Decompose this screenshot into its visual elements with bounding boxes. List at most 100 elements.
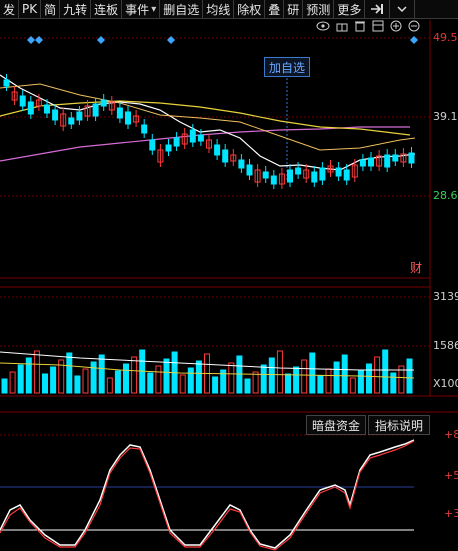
zoom-in-icon[interactable]	[390, 20, 402, 35]
volume-bar	[268, 357, 275, 394]
dark-pool-fund-button[interactable]: 暗盘资金	[306, 415, 366, 435]
candle[interactable]	[76, 111, 83, 121]
volume-bar	[276, 350, 283, 394]
volume-bar	[309, 352, 316, 394]
candle[interactable]	[343, 169, 350, 181]
candle[interactable]	[359, 159, 366, 167]
toolbar-events-dropdown[interactable]: 事件	[122, 0, 161, 18]
gift-icon[interactable]	[336, 20, 348, 35]
toolbar-overlay[interactable]: 叠	[265, 0, 285, 18]
volume-bar	[212, 376, 219, 394]
candle[interactable]	[133, 115, 140, 123]
candle[interactable]	[52, 109, 59, 121]
candle[interactable]	[27, 101, 34, 115]
toolbar-forecast[interactable]: 预测	[303, 0, 335, 18]
candle[interactable]	[60, 113, 67, 127]
candle[interactable]	[35, 99, 42, 107]
export-arrow-icon[interactable]	[365, 0, 391, 18]
volume-bar	[357, 370, 364, 394]
candle[interactable]	[68, 117, 75, 125]
candle[interactable]	[295, 167, 302, 175]
candle[interactable]	[3, 79, 10, 87]
candle[interactable]	[287, 169, 293, 183]
chevron-down-icon[interactable]	[390, 0, 416, 18]
candle[interactable]	[197, 134, 204, 142]
candle[interactable]	[303, 169, 310, 179]
volume-bar	[333, 361, 340, 394]
candle[interactable]	[400, 153, 407, 163]
candle[interactable]	[149, 139, 156, 151]
candle[interactable]	[157, 149, 164, 163]
candle[interactable]	[335, 167, 342, 177]
delete-icon[interactable]	[354, 20, 366, 35]
volume-ma-line	[0, 351, 414, 371]
ma-mid-line	[0, 100, 411, 136]
volume-bars[interactable]	[1, 349, 413, 394]
candle[interactable]	[108, 101, 115, 111]
toolbar-pk[interactable]: PK	[19, 0, 42, 18]
candle[interactable]	[44, 104, 50, 114]
candles[interactable]	[3, 74, 415, 189]
volume-bar	[1, 378, 8, 394]
toolbar-ma[interactable]: 均线	[203, 0, 235, 18]
candle[interactable]	[376, 155, 383, 167]
volume-bar	[163, 358, 170, 394]
candle[interactable]	[327, 165, 334, 173]
candle[interactable]	[262, 171, 269, 179]
indicator-k-line	[0, 439, 415, 549]
candle[interactable]	[368, 157, 374, 167]
volume-bar	[398, 365, 405, 394]
event-markers[interactable]	[27, 36, 418, 44]
candle[interactable]	[125, 111, 131, 125]
candle[interactable]	[165, 144, 172, 152]
bookmark-icon[interactable]	[372, 20, 384, 35]
toolbar-jian[interactable]: 简	[41, 0, 61, 18]
toolbar-jiuzhuan[interactable]: 九转	[60, 0, 92, 18]
toolbar-more[interactable]: 更多	[334, 0, 366, 18]
volume-bar	[301, 359, 308, 394]
indicator-help-button[interactable]: 指标说明	[368, 415, 430, 435]
candle[interactable]	[278, 173, 285, 185]
volume-label-mid: 1586	[433, 339, 458, 352]
candle[interactable]	[254, 169, 261, 183]
price-label-low: 28.6	[433, 189, 458, 202]
ma-amber-line	[0, 83, 416, 151]
candle[interactable]	[84, 105, 91, 117]
candle[interactable]	[189, 129, 196, 143]
zoom-out-icon[interactable]	[408, 20, 420, 35]
candle[interactable]	[408, 152, 415, 164]
candle[interactable]	[238, 159, 245, 169]
candle[interactable]	[19, 95, 26, 107]
candle[interactable]	[173, 137, 180, 147]
candle[interactable]	[214, 144, 221, 156]
candle[interactable]	[351, 164, 358, 178]
add-watchlist-button[interactable]: 加自选	[264, 57, 310, 77]
toolbar-exright[interactable]: 除权	[234, 0, 266, 18]
volume-bar	[252, 371, 259, 394]
candle[interactable]	[181, 133, 188, 145]
candle[interactable]	[222, 149, 229, 163]
volume-bar	[50, 366, 57, 394]
toolbar-research[interactable]: 研	[284, 0, 304, 18]
toolbar-remove-watchlist[interactable]: 删自选	[160, 0, 204, 18]
candle[interactable]	[384, 154, 391, 168]
candle[interactable]	[311, 171, 318, 183]
volume-bar	[42, 373, 48, 394]
eye-icon[interactable]	[316, 20, 330, 34]
candle[interactable]	[319, 167, 326, 181]
candle[interactable]	[230, 154, 237, 162]
finance-badge[interactable]: 财	[410, 261, 423, 275]
candle[interactable]	[11, 91, 18, 101]
candle[interactable]	[100, 99, 107, 107]
chart-toolbar: 发 PK 简 九转 连板 事件 删自选 均线 除权 叠 研 预测 更多	[0, 0, 458, 19]
candle[interactable]	[141, 124, 148, 134]
candle[interactable]	[392, 154, 399, 162]
candle[interactable]	[270, 175, 277, 185]
indicator-scale-top: +8	[444, 428, 458, 441]
candle[interactable]	[92, 103, 99, 117]
candle[interactable]	[206, 139, 212, 149]
candle[interactable]	[116, 107, 123, 119]
candle[interactable]	[246, 164, 253, 176]
toolbar-fa[interactable]: 发	[0, 0, 20, 18]
